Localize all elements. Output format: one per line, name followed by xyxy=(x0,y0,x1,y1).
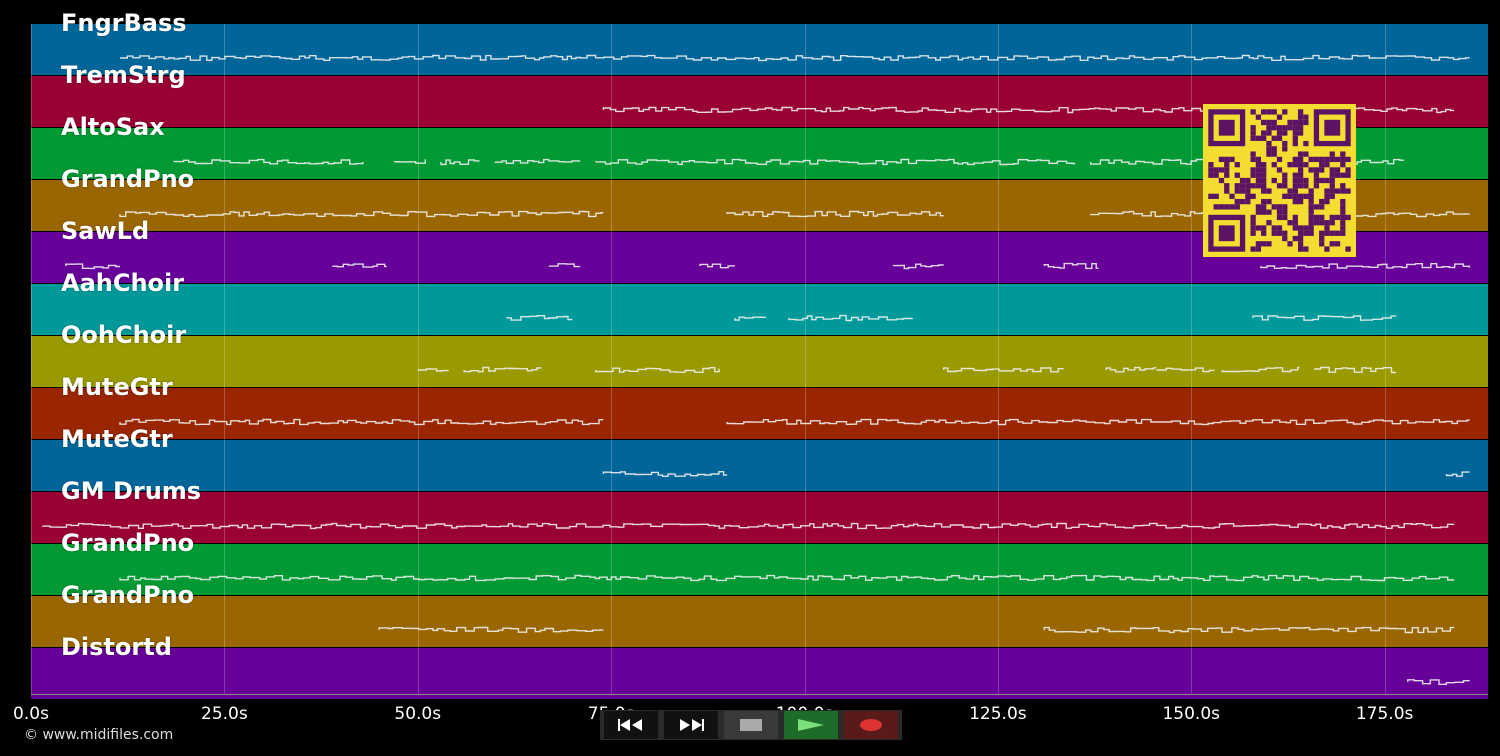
fast-forward-button[interactable] xyxy=(664,711,718,739)
track-label: GrandPno xyxy=(61,165,195,193)
note-run xyxy=(1314,366,1397,374)
track-label: MuteGtr xyxy=(61,425,173,453)
grid-line xyxy=(224,24,226,694)
note-run xyxy=(548,263,581,268)
time-tick-label: 25.0s xyxy=(201,704,248,724)
note-run xyxy=(1043,262,1099,270)
grid-line xyxy=(1384,24,1386,694)
track-lane xyxy=(31,387,1488,439)
track-lane xyxy=(31,491,1488,543)
track-label: Distortd xyxy=(61,633,172,661)
note-run xyxy=(1445,471,1470,477)
note-run xyxy=(494,158,581,164)
stop-button[interactable] xyxy=(724,711,778,739)
stop-icon xyxy=(740,719,762,731)
note-run xyxy=(119,574,1455,582)
note-run xyxy=(1043,626,1455,634)
time-tick-label: 0.0s xyxy=(13,704,49,724)
grid-line xyxy=(1191,24,1193,694)
play-button[interactable] xyxy=(784,711,838,739)
track-label: AahChoir xyxy=(61,269,185,297)
qr-code-image xyxy=(1203,104,1356,257)
play-icon xyxy=(798,719,824,731)
track-lane xyxy=(31,543,1488,595)
track-label: MuteGtr xyxy=(61,373,173,401)
note-run xyxy=(1221,366,1300,373)
note-run xyxy=(119,418,604,426)
note-run xyxy=(65,263,120,270)
grid-line xyxy=(417,24,419,694)
note-run xyxy=(393,159,426,164)
record-button[interactable] xyxy=(844,711,898,739)
track-lane xyxy=(31,647,1488,699)
track-lane xyxy=(31,595,1488,647)
note-run xyxy=(602,471,728,477)
note-run xyxy=(595,158,1076,166)
track-lane xyxy=(31,23,1488,75)
fast-forward-icon xyxy=(680,719,704,731)
note-run xyxy=(1105,366,1157,373)
note-run xyxy=(788,314,913,322)
time-tick-label: 175.0s xyxy=(1355,704,1414,724)
track-label: GrandPno xyxy=(61,529,195,557)
note-run xyxy=(1252,315,1397,321)
track-label: TremStrg xyxy=(61,61,186,89)
grid-line xyxy=(997,24,999,694)
time-tick-label: 125.0s xyxy=(969,704,1027,724)
rewind-button[interactable] xyxy=(604,711,658,739)
note-run xyxy=(506,315,573,321)
track-lane xyxy=(31,283,1488,335)
note-run xyxy=(378,626,604,633)
record-icon xyxy=(860,719,882,731)
copyright-text: © www.midifiles.com xyxy=(24,727,174,743)
rewind-icon xyxy=(618,719,642,731)
track-label: OohChoir xyxy=(61,321,187,349)
note-run xyxy=(892,263,944,270)
track-lane xyxy=(31,439,1488,491)
note-run xyxy=(120,54,1470,62)
track-label: FngrBass xyxy=(61,9,187,37)
transport-controls xyxy=(600,710,902,740)
note-run xyxy=(119,210,604,218)
grid-line xyxy=(611,24,613,694)
track-lane xyxy=(31,335,1488,387)
grid-line xyxy=(804,24,806,694)
grid-line xyxy=(31,24,32,694)
track-label: AltoSax xyxy=(61,113,165,141)
note-run xyxy=(417,368,449,372)
time-tick-label: 50.0s xyxy=(394,704,442,724)
note-run xyxy=(41,522,1455,530)
note-run xyxy=(943,367,1064,373)
track-label: GM Drums xyxy=(61,477,202,505)
note-run xyxy=(734,316,766,321)
note-run xyxy=(595,367,720,373)
note-run xyxy=(440,159,480,166)
track-label: GrandPno xyxy=(61,581,195,609)
note-run xyxy=(173,158,364,165)
note-run xyxy=(332,263,387,268)
note-run xyxy=(1407,679,1470,685)
note-run xyxy=(699,263,735,269)
time-tick-label: 150.0s xyxy=(1162,704,1221,724)
note-run xyxy=(1260,263,1471,269)
note-run xyxy=(1156,367,1215,373)
note-run xyxy=(463,366,542,373)
note-run xyxy=(726,418,1470,426)
time-axis-line xyxy=(31,694,1488,695)
note-run xyxy=(726,210,944,218)
track-label: SawLd xyxy=(61,217,150,245)
